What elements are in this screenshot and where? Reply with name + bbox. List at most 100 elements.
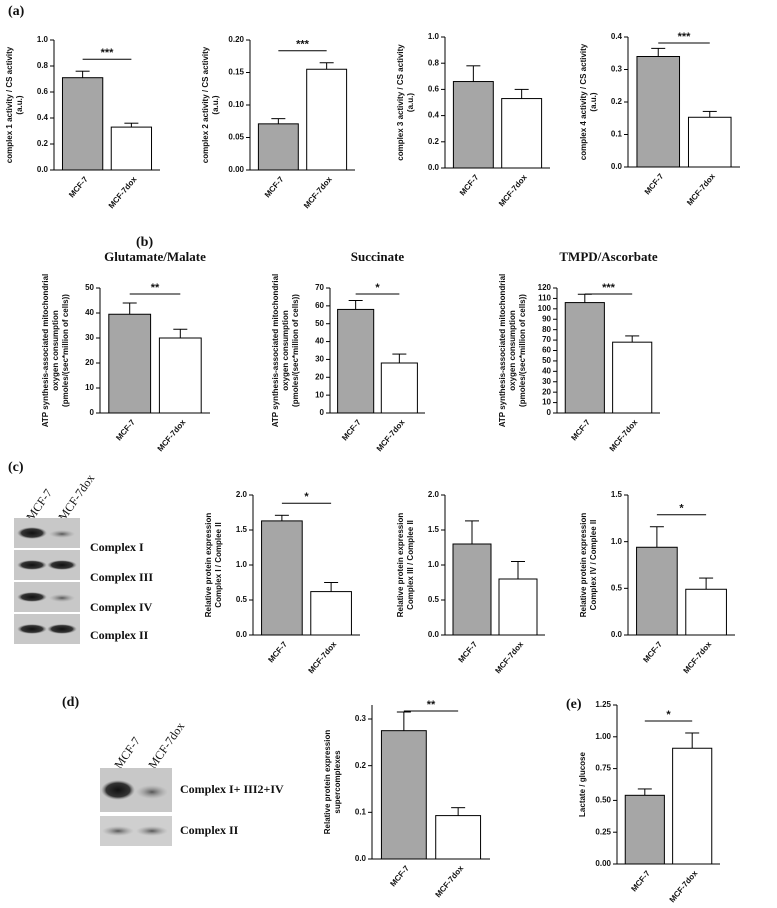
y-tick-label: 50 (542, 356, 551, 365)
chart: 0.0 0.5 1.0 1.5 2.0 Relative protein expressi… (396, 490, 545, 675)
blot-band (101, 780, 135, 800)
x-tick-label: MCF-7dox (434, 863, 466, 899)
chart: 0.0 0.2 0.4 0.6 0.8 1.0 complex 3 activity / C… (396, 32, 550, 208)
bar (672, 747, 713, 865)
y-axis-label: Relative protein expression (396, 513, 405, 618)
significance-label: * (304, 491, 309, 503)
y-tick-label: 1.0 (611, 537, 623, 546)
chart: 0.0 0.1 0.2 0.3 0.4 complex 4 activity / CS a… (579, 31, 740, 207)
y-tick-label: 0.05 (228, 133, 244, 142)
y-tick-label: 0.4 (37, 113, 49, 122)
y-tick-label: 1.5 (428, 525, 440, 534)
blot-c: MCF-7 MCF-7dox Complex I Complex III Com… (14, 472, 153, 644)
significance-label: ** (151, 282, 160, 294)
blot-row-label: Complex II (90, 628, 149, 642)
y-tick-label: 40 (315, 337, 324, 346)
y-axis-label: Complex III / Complee II (406, 520, 415, 610)
blot-band (136, 826, 168, 836)
y-tick-label: 40 (85, 308, 94, 317)
x-tick-label: MCF-7dox (497, 172, 529, 208)
y-tick-label: 50 (85, 283, 94, 292)
chart: 0 10 20 30 40 50 ATP synthesis-associated mito… (41, 249, 210, 453)
y-axis-label: (a.u.) (589, 92, 598, 111)
blot-row-label: Complex II (180, 823, 239, 837)
y-tick-label: 2.0 (428, 490, 440, 499)
y-axis-label: oxygen consumption (51, 310, 60, 391)
y-tick-label: 10 (85, 383, 94, 392)
y-tick-label: 0.4 (428, 111, 440, 120)
y-tick-label: 80 (542, 325, 551, 334)
x-tick-label: MCF-7dox (685, 171, 717, 207)
panel-label: (b) (136, 235, 153, 250)
chart: 0.00 0.25 0.50 0.75 1.00 1.25 Lactate / glucos… (578, 700, 720, 904)
x-tick-label: MCF-7 (114, 417, 137, 442)
chart: 0.0 0.5 1.0 1.5 2.0 Relative protein expressi… (204, 490, 360, 675)
y-tick-label: 10 (542, 398, 551, 407)
panel-label: (c) (8, 460, 24, 475)
lane-label: MCF-7dox (145, 720, 187, 772)
y-tick-label: 0.0 (611, 162, 623, 171)
y-tick-label: 0.3 (611, 65, 623, 74)
y-axis-label: Lactate / glucose (578, 752, 587, 817)
bar (498, 578, 538, 636)
blot-row-label: Complex I+ III2+IV (180, 782, 284, 796)
x-tick-label: MCF-7 (458, 172, 481, 197)
y-tick-label: 0.8 (428, 58, 440, 67)
y-tick-label: 0.0 (428, 163, 440, 172)
bar (158, 337, 202, 414)
blot-row-label: Complex IV (90, 600, 153, 614)
y-tick-label: 0.0 (236, 630, 248, 639)
blot-band (49, 594, 75, 602)
bar (110, 126, 153, 171)
y-tick-label: 0.4 (611, 32, 623, 41)
y-axis-label: Complex I / Complee II (214, 522, 223, 607)
y-tick-label: 0.1 (611, 130, 623, 139)
x-tick-label: MCF-7 (569, 417, 592, 442)
y-tick-label: 0.15 (228, 68, 244, 77)
bar (380, 730, 427, 860)
chart: 0.0 0.2 0.4 0.6 0.8 1.0 complex 1 activity / C… (5, 35, 160, 210)
y-tick-label: 20 (315, 372, 324, 381)
x-tick-label: MCF-7dox (375, 417, 407, 453)
x-tick-label: MCF-7dox (307, 639, 339, 675)
significance-label: *** (101, 47, 115, 59)
chart-title: TMPD/Ascorbate (559, 249, 657, 264)
blot-band (47, 624, 77, 634)
blot-band (17, 527, 47, 539)
y-tick-label: 0.0 (37, 165, 49, 174)
y-tick-label: 0.25 (595, 827, 611, 836)
blot-band (102, 826, 134, 836)
chart: 0.0 0.5 1.0 1.5 Relative protein expression C… (579, 490, 735, 675)
bar (501, 98, 543, 169)
y-tick-label: 0.5 (236, 595, 248, 604)
y-axis-label: (pmoles/(sec*million of cells)) (291, 294, 300, 407)
lane-label: MCF-7 (111, 734, 143, 771)
significance-label: *** (296, 39, 310, 51)
y-axis-label: complex 2 activity / CS activity (201, 46, 210, 163)
y-tick-label: 1.5 (236, 525, 248, 534)
lane-label: MCF-7dox (55, 472, 97, 524)
bar (310, 591, 352, 636)
y-tick-label: 0.5 (611, 583, 623, 592)
y-tick-label: 0 (547, 408, 552, 417)
chart: 0.00 0.05 0.10 0.15 0.20 complex 2 activity /… (201, 35, 355, 210)
x-tick-label: MCF-7dox (493, 639, 525, 675)
y-tick-label: 100 (538, 304, 552, 313)
significance-label: * (375, 282, 380, 294)
x-tick-label: MCF-7 (340, 417, 363, 442)
significance-label: * (679, 503, 684, 515)
bar (261, 520, 303, 636)
y-tick-label: 1.0 (428, 560, 440, 569)
y-tick-label: 50 (315, 319, 324, 328)
y-tick-label: 0.50 (595, 796, 611, 805)
y-axis-label: oxygen consumption (281, 310, 290, 391)
bar (564, 302, 605, 414)
y-tick-label: 60 (315, 301, 324, 310)
x-tick-label: MCF-7 (67, 174, 90, 199)
y-tick-label: 70 (542, 335, 551, 344)
y-axis-label: (pmoles/(sec*million of cells)) (518, 294, 527, 407)
y-tick-label: 0.2 (611, 97, 623, 106)
x-tick-label: MCF-7 (643, 171, 666, 196)
significance-label: *** (678, 31, 692, 43)
